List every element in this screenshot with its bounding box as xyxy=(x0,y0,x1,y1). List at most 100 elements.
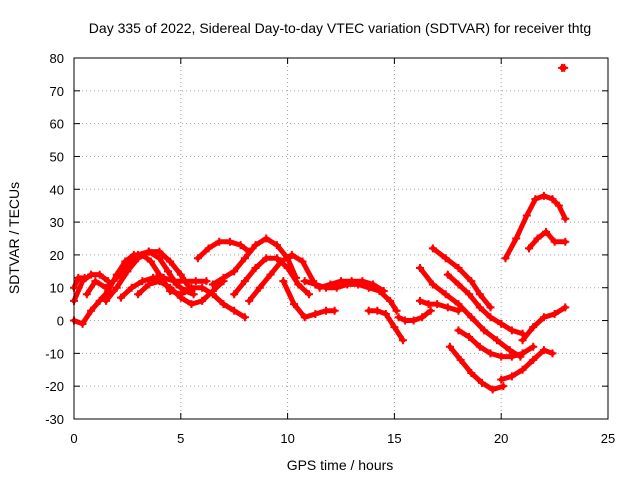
data-point xyxy=(159,273,168,282)
data-point xyxy=(245,296,254,305)
data-point xyxy=(134,254,143,263)
y-tick-label: 40 xyxy=(50,182,64,197)
data-point xyxy=(279,277,288,286)
data-point xyxy=(187,300,196,309)
data-point xyxy=(144,247,153,256)
plot-area xyxy=(70,63,570,394)
data-point xyxy=(467,369,476,378)
data-point xyxy=(531,195,540,204)
data-point xyxy=(347,277,356,286)
data-point xyxy=(123,267,132,276)
data-point xyxy=(529,323,538,332)
data-point xyxy=(358,277,367,286)
data-point xyxy=(441,290,450,299)
y-axis-label: SDTVAR / TECUs xyxy=(6,182,22,294)
data-point xyxy=(443,270,452,279)
data-point xyxy=(548,349,557,358)
data-point xyxy=(170,277,179,286)
data-point xyxy=(78,319,87,328)
data-point xyxy=(486,303,495,312)
data-point xyxy=(290,300,299,309)
data-point xyxy=(488,385,497,394)
data-point xyxy=(300,313,309,322)
data-point xyxy=(215,237,224,246)
y-tick-label: -20 xyxy=(45,379,64,394)
data-point xyxy=(416,264,425,273)
data-point xyxy=(146,257,155,266)
data-point xyxy=(102,296,111,305)
data-point xyxy=(492,336,501,345)
x-tick-label: 15 xyxy=(387,431,401,446)
data-point xyxy=(560,63,569,72)
data-point xyxy=(433,300,442,309)
series-s25 xyxy=(503,193,568,261)
y-tick-label: 60 xyxy=(50,117,64,132)
data-point xyxy=(240,277,249,286)
data-point xyxy=(134,290,143,299)
data-point xyxy=(424,300,433,309)
data-point xyxy=(112,283,121,292)
data-point xyxy=(507,372,516,381)
data-point xyxy=(364,306,373,315)
data-point xyxy=(80,273,89,282)
series-s3 xyxy=(71,252,248,327)
data-point xyxy=(300,277,309,286)
data-point xyxy=(373,306,382,315)
data-point xyxy=(398,336,407,345)
series-s26 xyxy=(526,229,568,251)
data-point xyxy=(475,342,484,351)
data-point xyxy=(262,234,271,243)
data-point xyxy=(480,326,489,335)
data-point xyxy=(230,306,239,315)
data-point xyxy=(505,346,514,355)
data-point xyxy=(507,326,516,335)
data-point xyxy=(193,254,202,263)
data-point xyxy=(191,277,200,286)
data-point xyxy=(95,270,104,279)
data-point xyxy=(554,201,563,210)
data-point xyxy=(251,264,260,273)
data-point xyxy=(394,313,403,322)
series-s24 xyxy=(520,304,568,343)
series-s10 xyxy=(231,255,312,297)
data-point xyxy=(550,309,559,318)
x-tick-label: 25 xyxy=(601,431,615,446)
tick-labels: 0 5 10 15 20 25 -30 -20 -10 0 10 20 30 40 50 60 70 80 xyxy=(45,51,615,446)
data-point xyxy=(262,254,271,263)
y-tick-label: 80 xyxy=(50,51,64,66)
data-point xyxy=(272,241,281,250)
plot-frame xyxy=(73,57,609,420)
data-point xyxy=(298,257,307,266)
data-point xyxy=(277,257,286,266)
data-point xyxy=(477,378,486,387)
data-point xyxy=(550,237,559,246)
data-point xyxy=(529,355,538,364)
data-point xyxy=(499,382,508,391)
data-point xyxy=(166,257,175,266)
data-point xyxy=(454,280,463,289)
data-point xyxy=(456,355,465,364)
data-point xyxy=(127,283,136,292)
data-point xyxy=(198,283,207,292)
data-point xyxy=(542,227,551,236)
data-point xyxy=(304,290,313,299)
series-s8 xyxy=(195,239,252,261)
y-tick-label: 50 xyxy=(50,149,64,164)
data-point xyxy=(155,277,164,286)
data-point xyxy=(401,316,410,325)
data-point xyxy=(518,349,527,358)
data-point xyxy=(311,309,320,318)
data-point xyxy=(454,264,463,273)
data-point xyxy=(416,296,425,305)
data-point xyxy=(381,309,390,318)
chart-title: Day 335 of 2022, Sidereal Day-to-day VTE… xyxy=(89,20,591,36)
data-point xyxy=(138,277,147,286)
data-point xyxy=(539,191,548,200)
data-point xyxy=(326,280,335,289)
data-point xyxy=(87,270,96,279)
data-point xyxy=(198,296,207,305)
data-point xyxy=(486,349,495,358)
data-point xyxy=(454,300,463,309)
data-point xyxy=(287,250,296,259)
data-point xyxy=(176,270,185,279)
